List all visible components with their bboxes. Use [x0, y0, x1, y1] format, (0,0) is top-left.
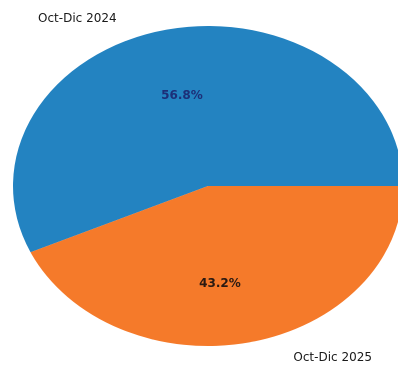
pie-slice-oct-dic-2024	[13, 26, 398, 253]
pie-slices	[13, 26, 398, 346]
pie-slice-oct-dic-2025	[30, 186, 398, 346]
pie-labels: 56.8% 43.2% Oct-Dic 2024 Oct-Dic 2025	[38, 11, 372, 364]
slice-label-oct-dic-2025: 43.2%	[199, 276, 241, 290]
category-label-oct-dic-2024: Oct-Dic 2024	[38, 11, 117, 25]
slice-label-oct-dic-2024: 56.8%	[161, 88, 203, 102]
category-label-oct-dic-2025: Oct-Dic 2025	[293, 350, 372, 364]
